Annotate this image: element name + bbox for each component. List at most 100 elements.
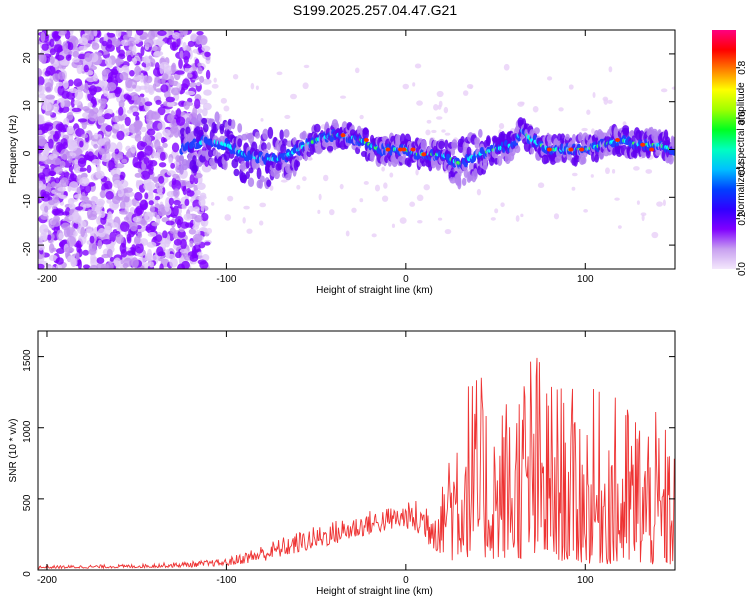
spectrogram-noise-blob: [38, 135, 46, 146]
spectrogram-noise-blob: [490, 217, 496, 221]
spectrogram-noise-blob: [250, 82, 255, 90]
spectrogram-noise-blob: [134, 133, 142, 142]
spectrogram-noise-blob: [106, 261, 114, 269]
spectrogram-noise-blob: [88, 248, 97, 255]
spectrogram-noise-blob: [197, 43, 203, 54]
spectrogram-noise-blob: [107, 211, 113, 222]
spectrogram-band-blob: [485, 136, 491, 146]
spectrogram-band-blob: [529, 147, 535, 155]
spectrogram-noise-blob: [112, 41, 123, 46]
spectrogram-noise-blob: [49, 130, 56, 135]
spectrogram-noise-blob: [590, 174, 594, 178]
spectrogram-noise-blob: [144, 101, 153, 107]
spectrogram-noise-blob: [103, 113, 112, 120]
spectrogram-noise-blob: [134, 65, 142, 76]
spectrogram-xtick-label: -200: [37, 274, 57, 285]
spectrogram-band-blob: [282, 138, 288, 147]
spectrogram-noise-blob: [88, 110, 98, 122]
spectrogram-noise-blob: [140, 46, 145, 57]
spectrogram-noise-blob: [81, 192, 86, 200]
spectrogram-band-blob: [457, 179, 462, 190]
spectrogram-noise-blob: [146, 128, 156, 136]
spectrogram-noise-blob: [260, 118, 264, 122]
spectrogram-noise-blob: [223, 105, 230, 112]
colorbar: 0.0 0.2 0.4 0.6 0.8 Normalized spectral ampli…: [712, 30, 748, 276]
spectrogram-noise-blob: [431, 129, 437, 134]
spectrogram-noise-blob: [284, 114, 291, 119]
spectrogram-band-blob: [667, 153, 674, 165]
spectrogram-noise-blob: [151, 222, 159, 227]
spectrogram-noise-blob: [441, 129, 446, 133]
spectrogram-noise-blob: [144, 82, 150, 93]
spectrogram-noise-blob: [82, 264, 90, 269]
spectrogram-noise-blob: [302, 176, 307, 182]
spectrogram-band-blob: [185, 126, 191, 135]
spectrogram-noise-blob: [185, 90, 196, 96]
spectrogram-noise-blob: [41, 43, 49, 51]
colorbar-tick-label: 0.8: [737, 60, 748, 74]
spectrogram-noise-blob: [290, 93, 297, 100]
spectrogram-noise-blob: [340, 95, 347, 99]
spectrogram-hotspot: [546, 147, 552, 152]
spectrogram-noise-blob: [97, 228, 106, 238]
spectrogram-noise-blob: [54, 177, 60, 184]
spectrogram-noise-blob: [383, 182, 388, 189]
spectrogram-noise-blob: [123, 187, 133, 193]
spectrogram-noise-blob: [175, 70, 185, 75]
spectrogram-noise-blob: [97, 239, 103, 250]
spectrogram-noise-blob: [147, 160, 154, 166]
spectrogram-band-blob: [197, 129, 204, 137]
spectrogram-noise-blob: [184, 198, 190, 207]
spectrogram-noise-blob: [129, 91, 139, 101]
spectrogram-band-blob: [224, 121, 229, 131]
spectrogram-band-blob: [245, 171, 250, 180]
spectrogram-ytick-label: -10: [22, 194, 33, 209]
spectrogram-noise-blob: [105, 44, 115, 52]
spectrogram-noise-blob: [232, 73, 239, 80]
spectrogram-noise-blob: [171, 87, 181, 96]
spectrogram-noise-blob: [189, 254, 199, 262]
spectrogram-noise-blob: [162, 142, 168, 148]
spectrogram-noise-blob: [42, 102, 52, 112]
spectrogram-band-blob: [260, 142, 267, 152]
spectrogram-noise-blob: [164, 202, 170, 212]
spectrogram-noise-blob: [72, 50, 79, 58]
spectrogram-noise-blob: [148, 261, 154, 268]
spectrogram-noise-blob: [71, 107, 82, 113]
snr-xtick-label: 100: [577, 575, 594, 586]
spectrogram-noise-blob: [444, 228, 452, 235]
spectrogram-band-blob: [202, 123, 209, 133]
spectrogram-noise-blob: [75, 206, 84, 211]
spectrogram-noise-blob: [147, 30, 156, 40]
spectrogram-noise-blob: [201, 163, 212, 173]
spectrogram-noise-blob: [139, 72, 144, 83]
spectrogram-band-blob: [233, 168, 240, 177]
spectrogram-noise-blob: [113, 123, 123, 130]
spectrogram-noise-blob: [359, 114, 364, 120]
spectrogram-noise-blob: [101, 238, 112, 245]
spectrogram-noise-blob: [97, 115, 106, 124]
spectrogram-noise-blob: [155, 234, 163, 243]
spectrogram-noise-blob: [205, 69, 211, 80]
spectrogram-noise-blob: [60, 148, 70, 160]
spectrogram-noise-blob: [142, 135, 152, 145]
spectrogram-noise-blob: [115, 233, 124, 245]
spectrogram-noise-blob: [165, 220, 175, 226]
colorbar-tick-label: 0.0: [737, 262, 748, 276]
spectrogram-noise-blob: [58, 194, 68, 200]
spectrogram-band-blob: [313, 123, 321, 133]
spectrogram-noise-blob: [605, 167, 610, 175]
spectrogram-noise-blob: [172, 32, 181, 39]
spectrogram-noise-blob: [39, 224, 49, 235]
spectrogram-band-blob: [645, 148, 651, 159]
spectrogram-band-blob: [326, 145, 334, 152]
spectrogram-noise-blob: [61, 222, 71, 231]
spectrogram-noise-blob: [153, 50, 164, 57]
spectrogram-noise-blob: [158, 162, 167, 168]
spectrogram-noise-blob: [46, 182, 52, 194]
snr-ytick-label: 0: [22, 571, 33, 577]
spectrogram-noise-blob: [118, 49, 125, 57]
spectrogram-hotspot: [640, 142, 646, 147]
spectrogram-noise-blob: [602, 96, 609, 102]
